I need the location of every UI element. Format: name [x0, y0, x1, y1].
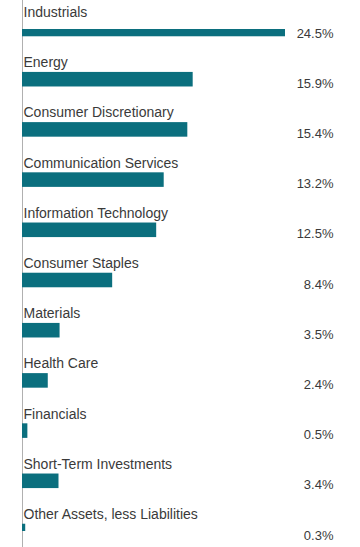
svg-text:24.5%: 24.5% [297, 26, 334, 41]
svg-text:Industrials: Industrials [24, 4, 88, 20]
svg-text:Consumer Staples: Consumer Staples [24, 255, 139, 271]
svg-text:12.5%: 12.5% [297, 226, 334, 241]
svg-text:Short-Term Investments: Short-Term Investments [24, 456, 173, 472]
svg-text:15.4%: 15.4% [297, 126, 334, 141]
svg-text:Energy: Energy [24, 54, 68, 70]
svg-text:Health Care: Health Care [24, 355, 99, 371]
svg-text:13.2%: 13.2% [297, 176, 334, 191]
svg-text:Other Assets, less Liabilities: Other Assets, less Liabilities [24, 506, 198, 522]
svg-text:Communication Services: Communication Services [24, 155, 179, 171]
svg-text:0.3%: 0.3% [304, 528, 334, 543]
svg-text:Materials: Materials [24, 305, 81, 321]
svg-text:0.5%: 0.5% [304, 427, 334, 442]
svg-text:Financials: Financials [24, 406, 87, 422]
svg-text:Consumer Discretionary: Consumer Discretionary [24, 104, 174, 120]
svg-text:3.5%: 3.5% [304, 327, 334, 342]
svg-text:15.9%: 15.9% [297, 76, 334, 91]
svg-text:8.4%: 8.4% [304, 277, 334, 292]
svg-text:2.4%: 2.4% [304, 377, 334, 392]
svg-text:Information Technology: Information Technology [24, 205, 169, 221]
svg-text:3.4%: 3.4% [304, 477, 334, 492]
